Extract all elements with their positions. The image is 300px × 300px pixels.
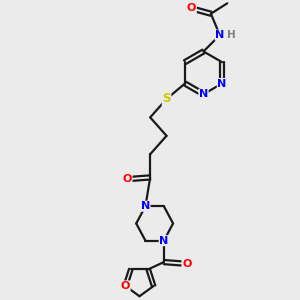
Text: O: O: [121, 281, 130, 291]
Text: N: N: [215, 30, 224, 40]
Text: N: N: [141, 201, 150, 211]
Text: O: O: [182, 259, 191, 269]
Text: N: N: [159, 236, 169, 246]
Text: N: N: [199, 89, 208, 99]
Text: H: H: [227, 30, 236, 40]
Text: O: O: [123, 174, 132, 184]
Text: O: O: [187, 3, 196, 13]
Text: N: N: [218, 79, 226, 88]
Text: S: S: [162, 92, 171, 106]
